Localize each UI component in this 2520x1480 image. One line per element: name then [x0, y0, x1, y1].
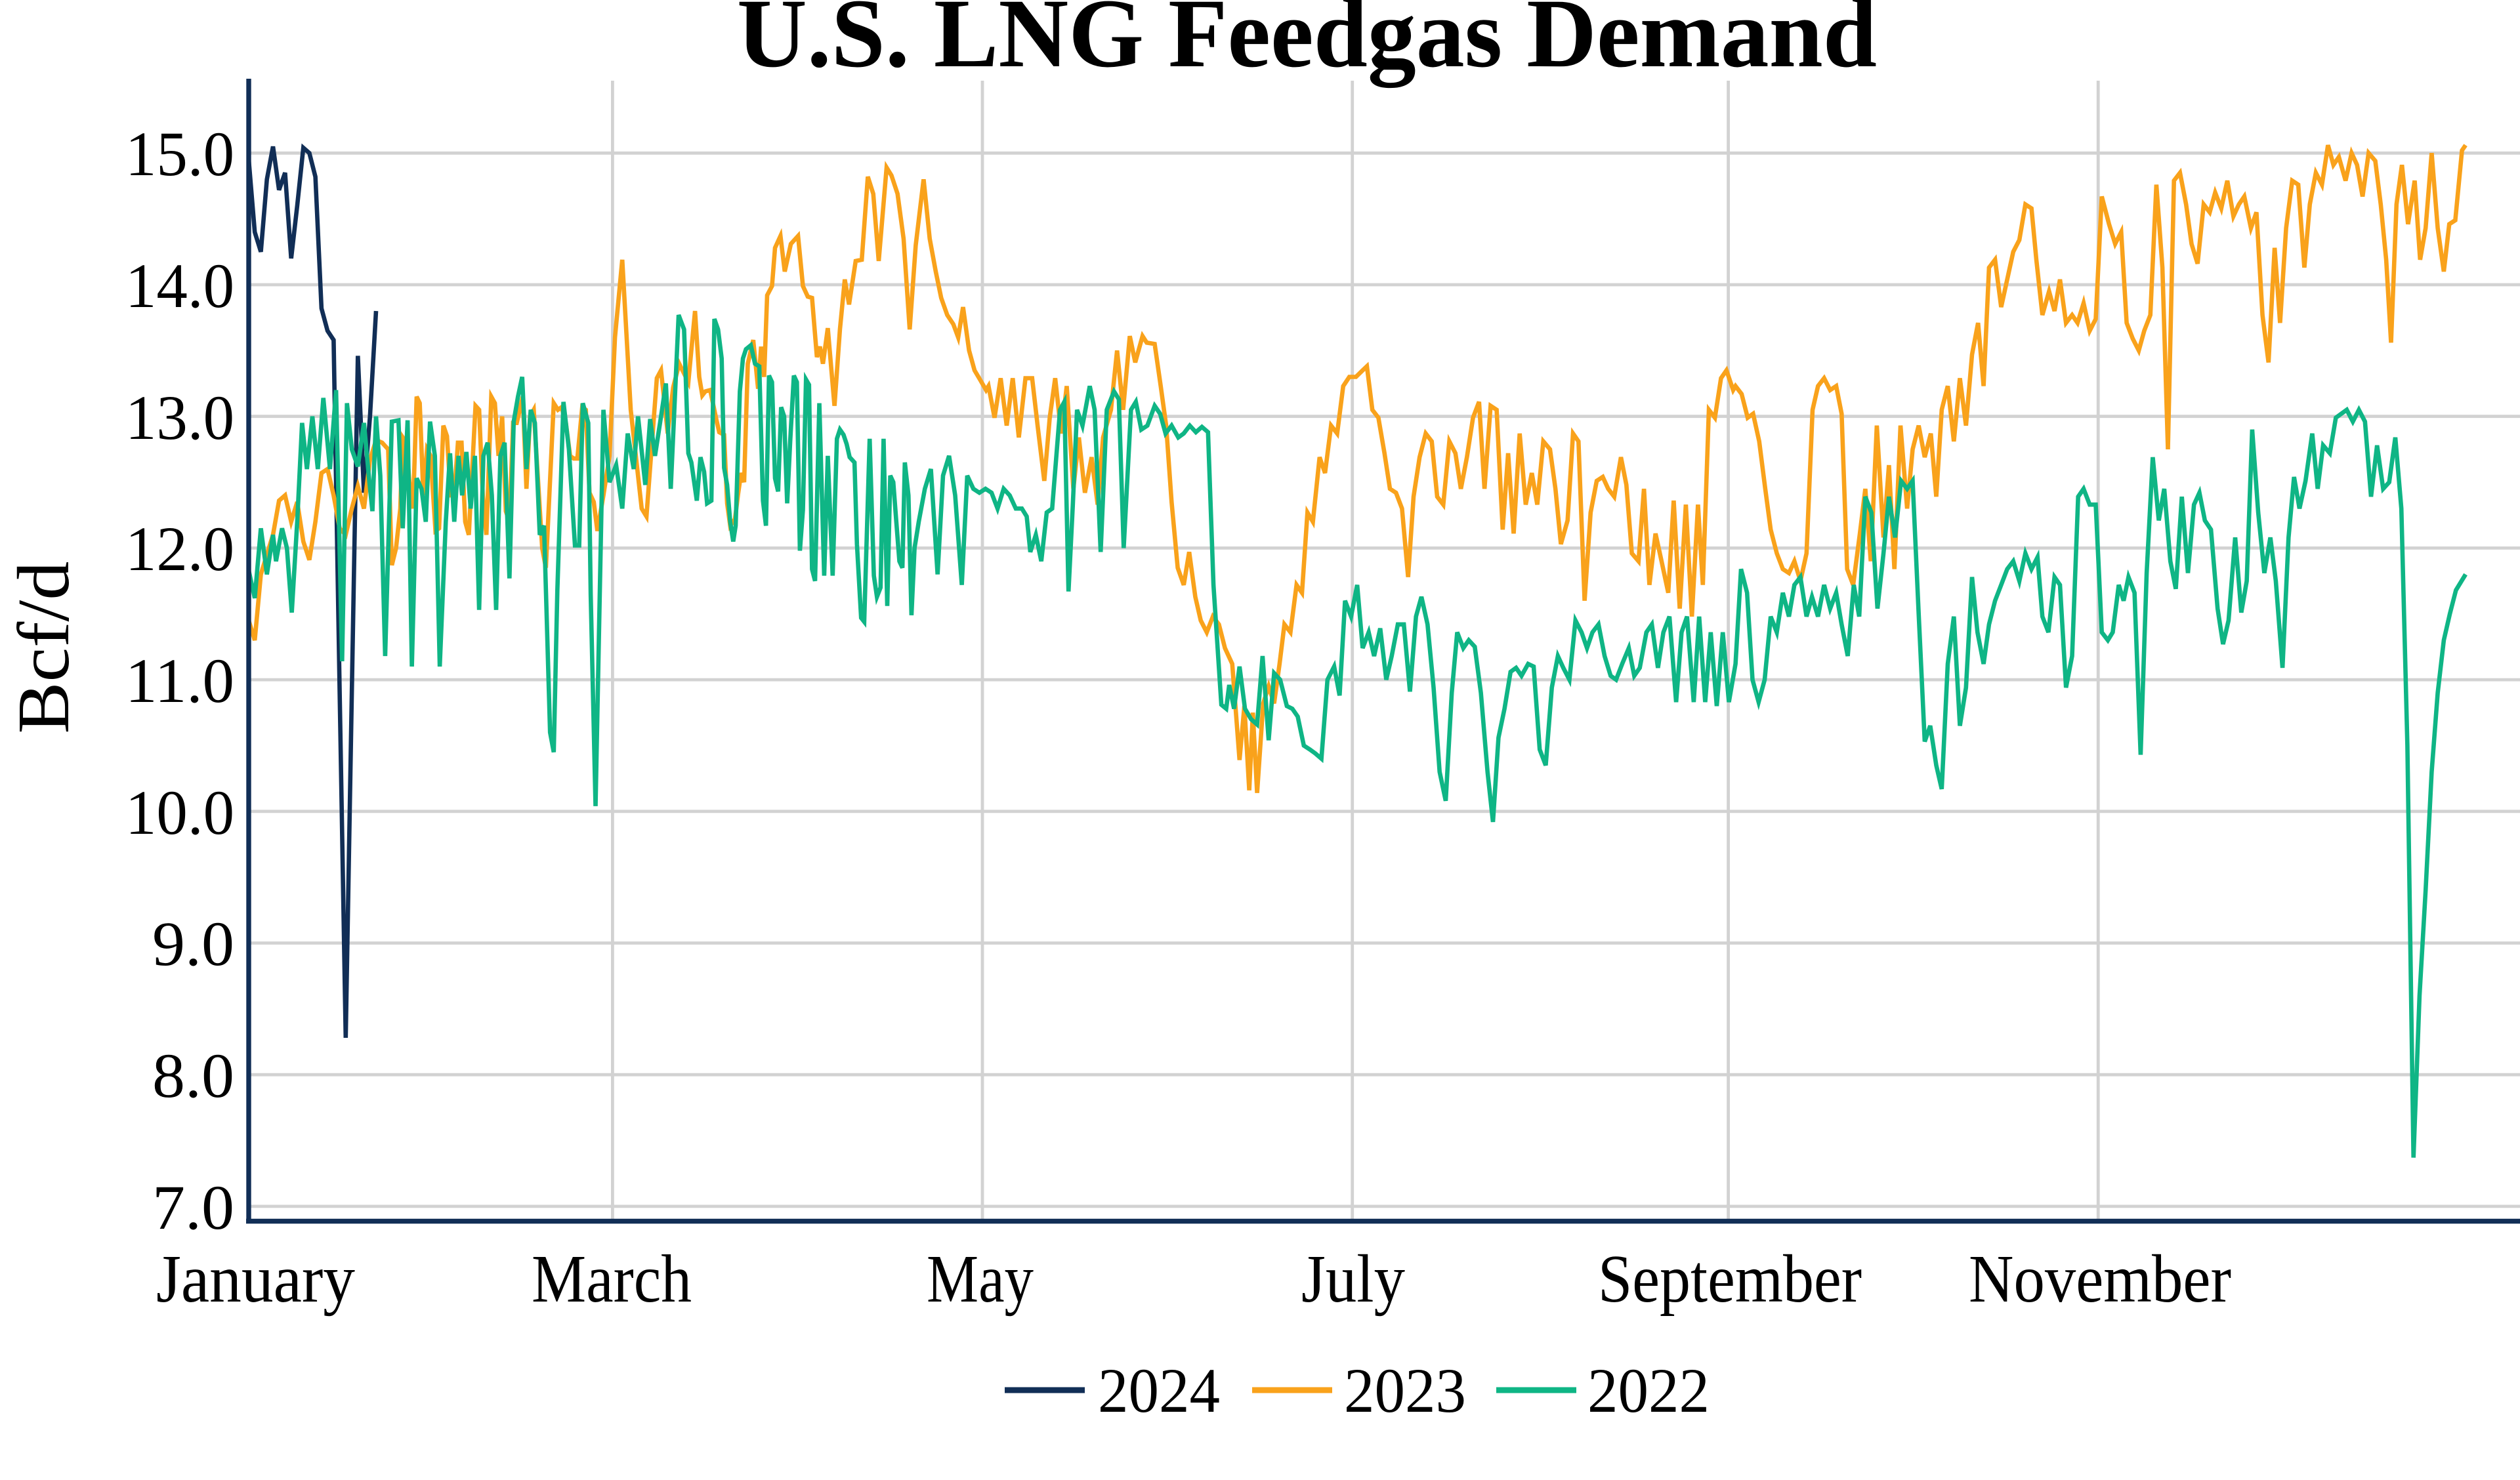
svg-text:11.0: 11.0 [125, 646, 234, 716]
svg-text:July: July [1301, 1241, 1405, 1317]
svg-text:13.0: 13.0 [125, 382, 234, 453]
svg-text:Bcf/d: Bcf/d [3, 562, 85, 734]
svg-text:September: September [1598, 1241, 1862, 1317]
svg-text:10.0: 10.0 [125, 777, 234, 848]
svg-text:2024: 2024 [1098, 1355, 1220, 1426]
svg-text:January: January [156, 1241, 355, 1317]
svg-text:2023: 2023 [1344, 1355, 1466, 1426]
svg-text:November: November [1969, 1241, 2231, 1317]
svg-text:7.0: 7.0 [152, 1172, 234, 1243]
svg-text:12.0: 12.0 [125, 514, 234, 584]
svg-text:8.0: 8.0 [152, 1040, 234, 1111]
svg-text:May: May [927, 1241, 1034, 1317]
svg-text:U.S. LNG Feedgas Demand: U.S. LNG Feedgas Demand [737, 0, 1877, 88]
svg-text:9.0: 9.0 [152, 909, 234, 979]
svg-text:2022: 2022 [1587, 1355, 1710, 1426]
svg-text:March: March [532, 1241, 692, 1317]
svg-text:14.0: 14.0 [125, 251, 234, 321]
svg-text:15.0: 15.0 [125, 119, 234, 189]
